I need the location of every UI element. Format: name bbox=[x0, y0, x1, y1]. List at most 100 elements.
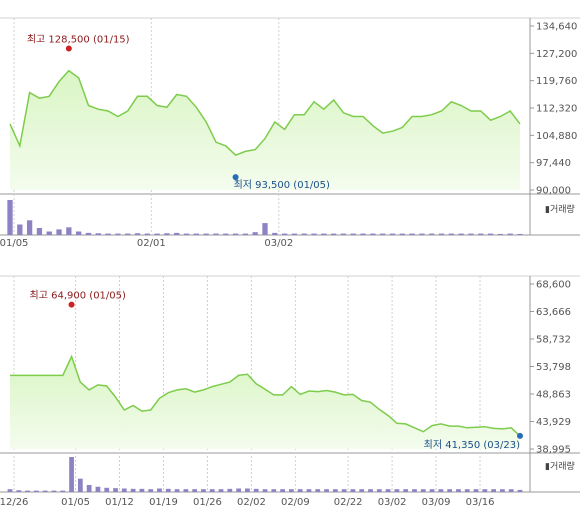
volume-bar bbox=[154, 233, 160, 235]
volume-bar bbox=[213, 233, 219, 235]
min-annotation: 최저 41,350 (03/23) bbox=[424, 439, 520, 451]
volume-bar bbox=[272, 232, 278, 235]
volume-bar bbox=[86, 485, 92, 492]
volume-bar bbox=[385, 489, 391, 492]
y-tick-label: 53,798 bbox=[536, 362, 571, 373]
volume-bar bbox=[242, 233, 249, 235]
volume-bar bbox=[125, 233, 131, 235]
volume-bar bbox=[34, 490, 39, 492]
volume-bar bbox=[332, 489, 338, 492]
volume-bar bbox=[76, 231, 82, 235]
volume-bar bbox=[192, 489, 198, 492]
volume-bar bbox=[482, 489, 488, 492]
volume-bar bbox=[324, 489, 329, 492]
x-tick-label: 02/01 bbox=[137, 238, 166, 249]
volume-bar bbox=[174, 489, 180, 492]
volume-bar bbox=[164, 233, 170, 235]
volume-bar bbox=[291, 233, 298, 235]
volume-bar bbox=[419, 233, 425, 235]
volume-bar bbox=[193, 233, 199, 235]
min-marker bbox=[517, 432, 523, 439]
volume-bar bbox=[157, 488, 162, 492]
max-annotation: 최고 64,900 (01/05) bbox=[30, 290, 126, 302]
volume-bar bbox=[438, 233, 445, 235]
y-tick-label: 112,320 bbox=[536, 104, 577, 115]
price-line bbox=[9, 69, 521, 156]
volume-bar bbox=[321, 233, 327, 235]
volume-bar bbox=[456, 489, 461, 492]
volume-bar bbox=[368, 489, 373, 492]
volume-bar bbox=[262, 223, 268, 235]
volume-bar bbox=[115, 233, 121, 235]
volume-bar bbox=[360, 233, 366, 235]
x-tick-label: 01/05 bbox=[61, 497, 90, 508]
x-tick-label: 03/16 bbox=[466, 497, 495, 508]
x-tick-label: 01/12 bbox=[105, 497, 134, 508]
volume-bar bbox=[66, 227, 72, 235]
volume-bar bbox=[95, 233, 101, 235]
volume-bar bbox=[223, 233, 229, 235]
volume-bar bbox=[69, 457, 74, 492]
y-tick-label: 68,600 bbox=[536, 280, 571, 291]
volume-bar bbox=[497, 233, 504, 235]
volume-bars bbox=[7, 200, 523, 235]
volume-bar bbox=[429, 489, 435, 492]
volume-bar bbox=[289, 489, 294, 492]
volume-bar bbox=[245, 488, 250, 492]
volume-bar bbox=[517, 489, 523, 492]
volume-bar bbox=[508, 489, 514, 492]
volume-label: ▮거래량 bbox=[545, 203, 575, 215]
volume-bar bbox=[262, 489, 268, 492]
volume-bar bbox=[134, 233, 141, 235]
y-tick-label: 48,863 bbox=[536, 390, 571, 401]
volume-bar bbox=[17, 224, 23, 235]
volume-bar bbox=[478, 233, 484, 235]
y-tick-label: 90,000 bbox=[536, 186, 571, 197]
volume-bar bbox=[236, 488, 241, 492]
price-chart-top: 134,640 127,200 119,760 112,320 104,880 97,44… bbox=[0, 17, 580, 249]
min-annotation: 최저 93,500 (01/05) bbox=[234, 179, 330, 191]
min-marker bbox=[232, 174, 239, 181]
volume-bar bbox=[409, 233, 415, 235]
volume-bar bbox=[77, 478, 83, 492]
volume-bar bbox=[148, 489, 154, 492]
volume-bar bbox=[297, 489, 303, 492]
x-tick-label: 03/02 bbox=[378, 497, 407, 508]
volume-bar bbox=[487, 233, 494, 235]
volume-bar bbox=[201, 489, 206, 492]
volume-bar bbox=[359, 489, 365, 492]
volume-bar bbox=[403, 489, 409, 492]
volume-bar bbox=[458, 233, 464, 235]
y-tick-label: 38,995 bbox=[536, 445, 571, 456]
x-tick-label: 02/09 bbox=[281, 497, 310, 508]
volume-bar bbox=[301, 233, 307, 235]
y-tick-label: 63,666 bbox=[536, 307, 571, 318]
volume-bar bbox=[95, 486, 101, 492]
y-tick-label: 43,929 bbox=[536, 417, 571, 428]
volume-bar bbox=[26, 220, 33, 235]
y-tick-label: 134,640 bbox=[536, 22, 577, 33]
volume-bar bbox=[227, 488, 233, 492]
volume-bar bbox=[139, 488, 145, 492]
volume-bar bbox=[46, 231, 52, 235]
volume-bar bbox=[394, 489, 400, 492]
max-marker bbox=[68, 301, 75, 308]
x-axis-ticks: 01/05 02/01 03/02 bbox=[0, 238, 293, 249]
volume-bar bbox=[60, 490, 66, 492]
volume-bar bbox=[7, 200, 13, 235]
volume-bar bbox=[350, 233, 356, 235]
y-tick-label: 58,732 bbox=[536, 335, 571, 346]
volume-bar bbox=[104, 487, 110, 492]
volume-bar bbox=[280, 489, 285, 492]
volume-bars bbox=[7, 457, 523, 492]
volume-bar bbox=[376, 489, 382, 492]
volume-bar bbox=[315, 489, 321, 492]
volume-bar bbox=[232, 233, 239, 235]
volume-bar bbox=[271, 489, 277, 492]
volume-bar bbox=[491, 489, 496, 492]
volume-bar bbox=[183, 233, 190, 235]
volume-bar bbox=[105, 233, 111, 235]
x-tick-label: 01/19 bbox=[149, 497, 178, 508]
volume-label: ▮거래량 bbox=[545, 460, 575, 472]
volume-bar bbox=[203, 233, 209, 235]
